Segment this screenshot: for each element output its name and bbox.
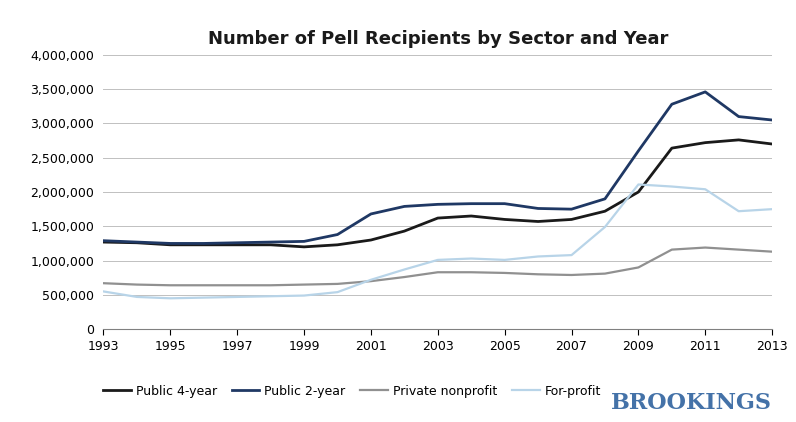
Public 2-year (634, 148, 643, 153)
Public 2-year (232, 240, 242, 245)
Private nonprofit (567, 273, 576, 278)
Public 2-year (533, 206, 543, 211)
Private nonprofit (132, 282, 142, 287)
Private nonprofit (667, 247, 677, 252)
Public 2-year (567, 207, 576, 212)
Private nonprofit (634, 265, 643, 270)
Public 4-year (634, 189, 643, 195)
Private nonprofit (333, 281, 342, 287)
For-profit (634, 182, 643, 187)
For-profit (366, 277, 376, 282)
Private nonprofit (366, 279, 376, 284)
Private nonprofit (99, 281, 108, 286)
For-profit (466, 256, 476, 261)
Private nonprofit (500, 271, 509, 276)
Public 4-year (734, 138, 743, 143)
For-profit (99, 289, 108, 294)
For-profit (266, 294, 275, 299)
Public 2-year (132, 240, 142, 245)
Public 2-year (400, 204, 409, 209)
Public 2-year (299, 239, 309, 244)
Public 4-year (767, 141, 777, 146)
For-profit (232, 295, 242, 300)
Public 2-year (433, 202, 443, 207)
Public 2-year (767, 117, 777, 122)
Private nonprofit (767, 249, 777, 254)
Public 4-year (333, 242, 342, 247)
Private nonprofit (199, 283, 209, 288)
For-profit (600, 225, 610, 230)
Public 2-year (700, 89, 710, 95)
Legend: Public 4-year, Public 2-year, Private nonprofit, For-profit: Public 4-year, Public 2-year, Private no… (103, 385, 601, 398)
Public 4-year (400, 229, 409, 234)
Public 2-year (667, 102, 677, 107)
Public 4-year (99, 240, 108, 245)
Private nonprofit (700, 245, 710, 250)
Public 4-year (567, 217, 576, 222)
Private nonprofit (734, 247, 743, 252)
Public 4-year (199, 242, 209, 247)
For-profit (700, 187, 710, 192)
Public 2-year (333, 232, 342, 237)
Private nonprofit (466, 270, 476, 275)
Public 2-year (266, 240, 275, 245)
Public 4-year (299, 244, 309, 249)
Line: For-profit: For-profit (103, 184, 772, 298)
Public 4-year (466, 214, 476, 219)
Public 2-year (166, 241, 175, 246)
Private nonprofit (600, 271, 610, 276)
Public 4-year (667, 146, 677, 151)
Public 2-year (734, 114, 743, 119)
For-profit (299, 293, 309, 298)
Public 2-year (600, 196, 610, 201)
Public 4-year (132, 240, 142, 245)
Public 4-year (232, 242, 242, 247)
Public 4-year (366, 238, 376, 243)
Line: Public 2-year: Public 2-year (103, 92, 772, 243)
Private nonprofit (433, 270, 443, 275)
Public 4-year (166, 242, 175, 247)
For-profit (400, 267, 409, 272)
For-profit (767, 207, 777, 212)
Private nonprofit (299, 282, 309, 287)
Private nonprofit (400, 274, 409, 279)
Public 2-year (500, 201, 509, 206)
Line: Private nonprofit: Private nonprofit (103, 248, 772, 285)
Private nonprofit (166, 283, 175, 288)
Public 4-year (266, 242, 275, 247)
For-profit (199, 295, 209, 300)
For-profit (166, 296, 175, 301)
Public 2-year (99, 238, 108, 243)
Private nonprofit (533, 272, 543, 277)
Title: Number of Pell Recipients by Sector and Year: Number of Pell Recipients by Sector and … (208, 30, 668, 48)
Public 2-year (199, 241, 209, 246)
For-profit (667, 184, 677, 189)
For-profit (567, 252, 576, 257)
Public 4-year (700, 140, 710, 145)
For-profit (132, 295, 142, 300)
Public 2-year (466, 201, 476, 206)
Public 2-year (366, 211, 376, 216)
For-profit (333, 289, 342, 295)
Public 4-year (433, 216, 443, 221)
Public 4-year (533, 219, 543, 224)
Public 4-year (500, 217, 509, 222)
For-profit (533, 254, 543, 259)
For-profit (500, 257, 509, 262)
Text: BROOKINGS: BROOKINGS (611, 392, 772, 414)
For-profit (433, 257, 443, 262)
For-profit (734, 209, 743, 214)
Line: Public 4-year: Public 4-year (103, 140, 772, 247)
Private nonprofit (232, 283, 242, 288)
Public 4-year (600, 209, 610, 214)
Private nonprofit (266, 283, 275, 288)
